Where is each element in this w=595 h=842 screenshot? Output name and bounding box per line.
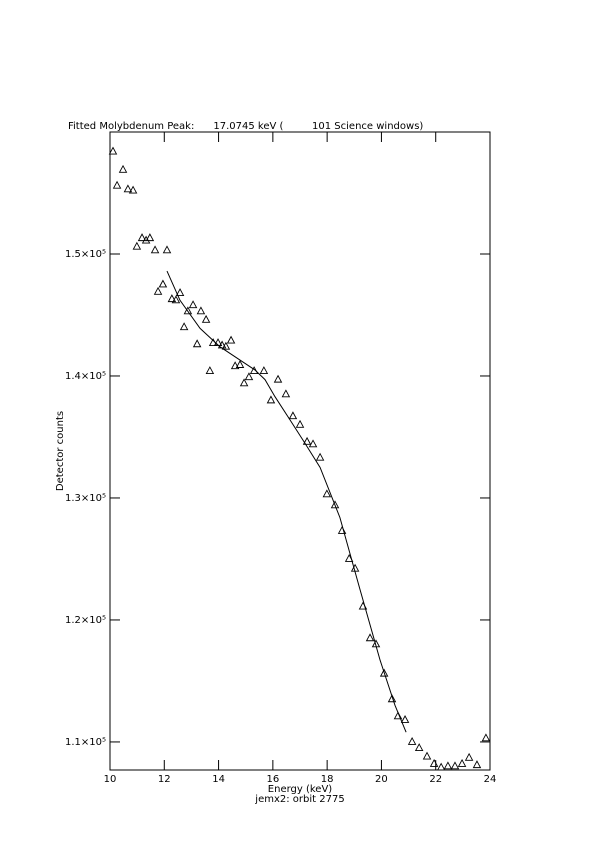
data-point bbox=[244, 372, 254, 381]
data-point bbox=[472, 760, 482, 769]
x-tick-label: 16 bbox=[266, 774, 279, 785]
data-point bbox=[330, 500, 340, 509]
data-point bbox=[295, 419, 305, 428]
data-point bbox=[183, 306, 193, 315]
y-tick-label: 1.3×10⁵ bbox=[65, 493, 106, 504]
data-point bbox=[226, 335, 236, 344]
data-point bbox=[281, 389, 291, 398]
data-point bbox=[108, 146, 118, 155]
data-point bbox=[436, 762, 446, 771]
data-point bbox=[128, 185, 138, 194]
data-point bbox=[150, 245, 160, 254]
data-point bbox=[188, 300, 198, 309]
data-point bbox=[221, 341, 231, 350]
data-point bbox=[315, 452, 325, 461]
x-tick-label: 10 bbox=[104, 774, 117, 785]
data-point bbox=[132, 241, 142, 250]
data-point bbox=[407, 736, 417, 745]
data-point bbox=[230, 361, 240, 370]
x-tick-label: 20 bbox=[375, 774, 388, 785]
data-point bbox=[429, 758, 439, 767]
x-axis-label: Energy (keV) bbox=[268, 784, 333, 795]
data-point bbox=[464, 752, 474, 761]
data-point bbox=[457, 758, 467, 767]
data-point bbox=[273, 374, 283, 383]
chart-title: Fitted Molybdenum Peak: 17.0745 keV ( 10… bbox=[68, 121, 423, 132]
data-point bbox=[123, 184, 133, 193]
y-tick-label: 1.1×10⁵ bbox=[65, 737, 106, 748]
y-tick-label: 1.5×10⁵ bbox=[65, 249, 106, 260]
y-tick-label: 1.4×10⁵ bbox=[65, 371, 106, 382]
data-point bbox=[259, 366, 269, 375]
data-point bbox=[175, 288, 185, 296]
data-point bbox=[414, 743, 424, 751]
data-point bbox=[162, 245, 172, 254]
y-axis-label: Detector counts bbox=[55, 411, 66, 491]
data-point bbox=[322, 489, 332, 498]
data-point bbox=[141, 235, 151, 244]
data-point bbox=[158, 279, 168, 288]
data-point bbox=[167, 294, 177, 303]
data-point bbox=[387, 694, 397, 703]
data-point bbox=[112, 180, 122, 189]
subtitle: jemx2: orbit 2775 bbox=[254, 794, 344, 805]
data-point bbox=[308, 439, 318, 448]
data-point bbox=[235, 360, 245, 368]
y-tick-label: 1.2×10⁵ bbox=[65, 615, 106, 626]
x-tick-label: 14 bbox=[212, 774, 225, 785]
x-tick-label: 12 bbox=[158, 774, 171, 785]
data-point bbox=[196, 306, 206, 315]
data-point bbox=[118, 164, 128, 173]
data-point bbox=[239, 378, 249, 387]
data-point bbox=[179, 322, 189, 331]
x-tick-label: 18 bbox=[321, 774, 334, 785]
data-point bbox=[422, 751, 432, 760]
data-point bbox=[379, 668, 389, 677]
data-point bbox=[171, 295, 181, 304]
x-tick-label: 24 bbox=[484, 774, 497, 785]
data-point bbox=[365, 633, 375, 642]
data-point bbox=[153, 286, 163, 295]
data-point bbox=[145, 233, 155, 242]
data-point bbox=[481, 733, 491, 742]
data-point bbox=[443, 761, 453, 770]
x-tick-label: 22 bbox=[429, 774, 442, 785]
data-point bbox=[137, 233, 147, 242]
data-point bbox=[266, 395, 276, 404]
data-point bbox=[450, 761, 460, 770]
data-point bbox=[400, 715, 410, 723]
plot-frame bbox=[109, 131, 491, 771]
data-point bbox=[201, 314, 211, 323]
data-point bbox=[288, 411, 298, 420]
data-point bbox=[302, 436, 312, 445]
data-point bbox=[192, 339, 202, 348]
fit-line bbox=[166, 270, 407, 733]
data-point bbox=[205, 366, 215, 375]
